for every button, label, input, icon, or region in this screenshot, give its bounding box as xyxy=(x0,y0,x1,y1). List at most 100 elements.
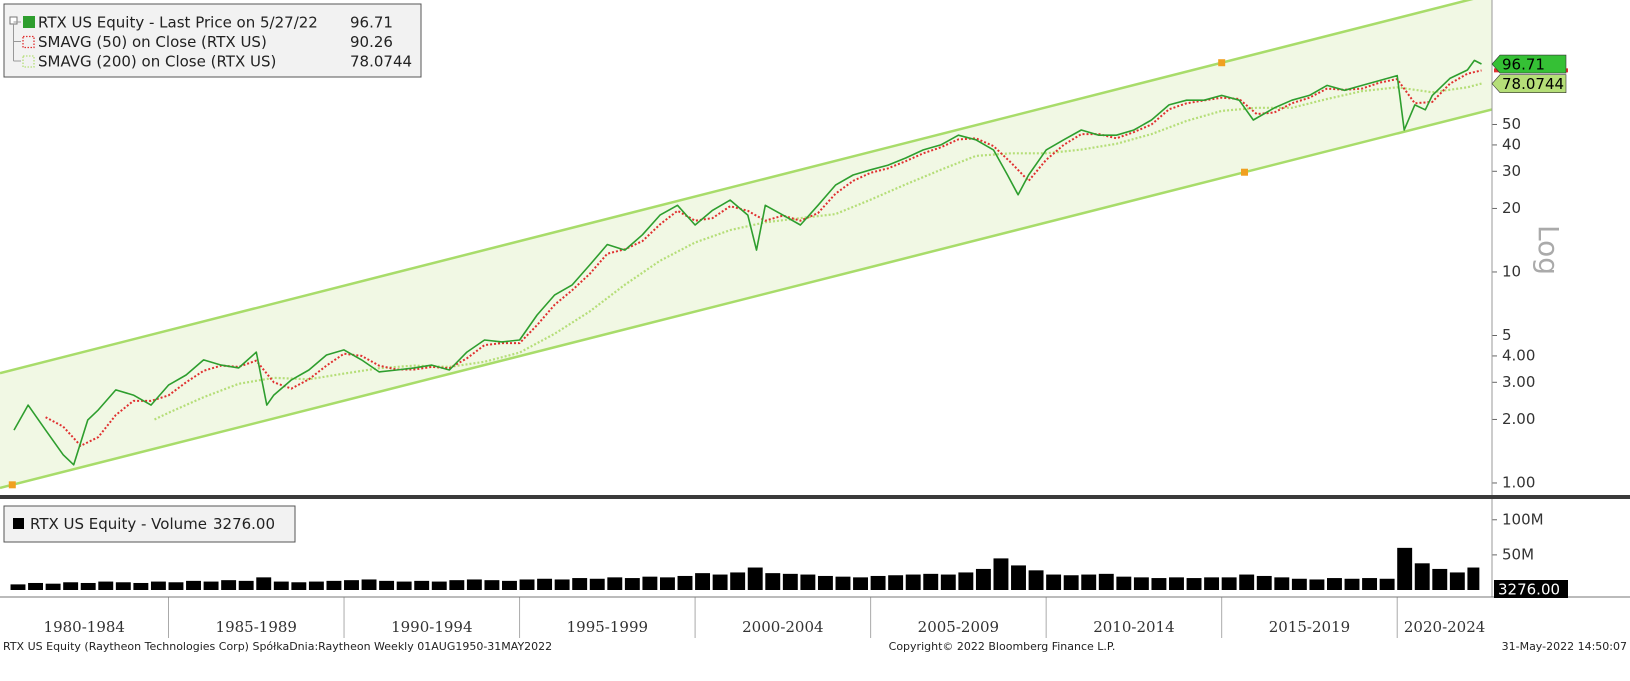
volume-bar xyxy=(765,573,781,590)
volume-bar xyxy=(1063,575,1079,590)
x-tick-label: 1990-1994 xyxy=(391,618,472,636)
volume-bar xyxy=(554,579,570,590)
volume-bar xyxy=(1221,577,1237,590)
volume-bar xyxy=(1362,578,1378,590)
volume-bar xyxy=(273,581,289,590)
volume-bar xyxy=(150,581,166,590)
volume-bar xyxy=(923,573,939,590)
footer-left: RTX US Equity (Raytheon Technologies Cor… xyxy=(3,640,552,653)
y-tick-label: 50M xyxy=(1502,545,1534,563)
volume-bar xyxy=(940,574,956,590)
volume-bar xyxy=(695,573,711,590)
y-tick-label: 50 xyxy=(1502,115,1521,133)
y-tick-label: 20 xyxy=(1502,199,1521,217)
volume-bar xyxy=(870,575,886,590)
volume-bar xyxy=(572,578,588,590)
volume-bar xyxy=(344,580,359,590)
x-tick-label: 2000-2004 xyxy=(742,618,823,636)
volume-bar xyxy=(168,582,184,590)
channel-anchor xyxy=(1218,59,1226,67)
legend-value: 96.71 xyxy=(350,14,393,32)
volume-bar xyxy=(98,581,114,590)
volume-bar xyxy=(958,572,974,590)
volume-bar xyxy=(1397,547,1413,590)
volume-bar xyxy=(1481,589,1491,590)
legend-value: 3276.00 xyxy=(213,515,275,533)
y-tick-label: 40 xyxy=(1502,135,1521,153)
volume-bar xyxy=(1098,573,1114,590)
overlay: 78.0744 96.71 RTX US Equity - Last Price o… xyxy=(3,3,1568,599)
volume-bar xyxy=(414,580,430,590)
price-line xyxy=(13,59,1482,466)
legend-tree-box xyxy=(9,16,18,25)
y-tick-label: 5 xyxy=(1502,326,1512,344)
channel-line xyxy=(0,0,1474,375)
volume-bar xyxy=(1169,577,1184,590)
y-tick-label: 1.00 xyxy=(1502,473,1535,491)
price-plot xyxy=(0,0,1492,490)
volume-bar xyxy=(747,567,763,590)
volume-bar xyxy=(659,577,675,590)
volume-bar xyxy=(817,575,833,590)
legend-name: RTX US Equity - Volume xyxy=(30,515,207,533)
x-tick-label: 1995-1999 xyxy=(567,618,648,636)
volume-bar xyxy=(10,584,26,590)
last-value-label: 78.0744 xyxy=(1502,75,1564,93)
volume-bar xyxy=(519,579,535,590)
volume-bar xyxy=(1414,563,1430,590)
volume-bar xyxy=(905,574,921,590)
volume-bar xyxy=(712,574,728,590)
volume-bar xyxy=(80,582,96,590)
panel-divider xyxy=(0,495,1630,499)
channel-fill xyxy=(0,0,1492,488)
y-tick-label: 2.00 xyxy=(1502,410,1535,428)
volume-bar xyxy=(221,580,237,590)
volume-bar xyxy=(1344,578,1360,590)
channel-anchor xyxy=(1241,168,1249,176)
last-value-tag xyxy=(1491,54,1567,74)
volume-bar xyxy=(115,582,131,590)
volume-bar xyxy=(624,578,640,590)
scale-label: Log xyxy=(1532,225,1565,275)
y-tick-label: 4.00 xyxy=(1502,346,1535,364)
volume-bar xyxy=(186,580,201,590)
last-value-label: 3276.00 xyxy=(1498,581,1560,599)
x-tick-label: 2020-2024 xyxy=(1404,618,1485,636)
volume-plot xyxy=(10,547,1491,590)
volume-bar xyxy=(379,580,395,590)
x-tick-label: 1985-1989 xyxy=(216,618,297,636)
volume-bar xyxy=(449,580,465,590)
volume-bar xyxy=(537,578,553,590)
legend-box xyxy=(3,3,422,78)
last-value-tag xyxy=(1491,74,1567,93)
volume-bar xyxy=(256,577,272,590)
volume-bar xyxy=(1309,579,1325,590)
volume-bar xyxy=(853,577,868,590)
volume-bar xyxy=(45,583,61,590)
legend-label: RTX US Equity - Last Price on 5/27/22 xyxy=(38,14,318,32)
volume-bar xyxy=(1011,565,1026,590)
legend-value: 90.26 xyxy=(350,33,393,51)
volume-bar xyxy=(1449,572,1465,590)
volume-bar xyxy=(502,580,517,590)
volume-bar xyxy=(484,580,500,590)
y-tick-label: 30 xyxy=(1502,162,1521,180)
volume-bar xyxy=(589,578,605,590)
volume-bar xyxy=(133,582,149,590)
volume-bar xyxy=(1291,578,1307,590)
volume-bar xyxy=(1081,574,1097,590)
volume-bar xyxy=(835,576,851,590)
volume-bar xyxy=(1046,574,1062,590)
volume-bar xyxy=(1028,570,1044,590)
x-tick-label: 2010-2014 xyxy=(1093,618,1174,636)
volume-bar xyxy=(1379,578,1395,590)
legend-swatch xyxy=(23,16,35,28)
moving-average-line xyxy=(154,82,1482,421)
legend-swatch xyxy=(22,35,35,49)
legend-label: SMAVG (200) on Close (RTX US) xyxy=(38,53,276,71)
x-tick-label: 2005-2009 xyxy=(918,618,999,636)
volume-bar xyxy=(888,575,904,590)
volume-bar xyxy=(361,579,377,590)
footer-right: 31-May-2022 14:50:07 xyxy=(1502,640,1627,653)
last-value-tag xyxy=(1494,580,1568,598)
